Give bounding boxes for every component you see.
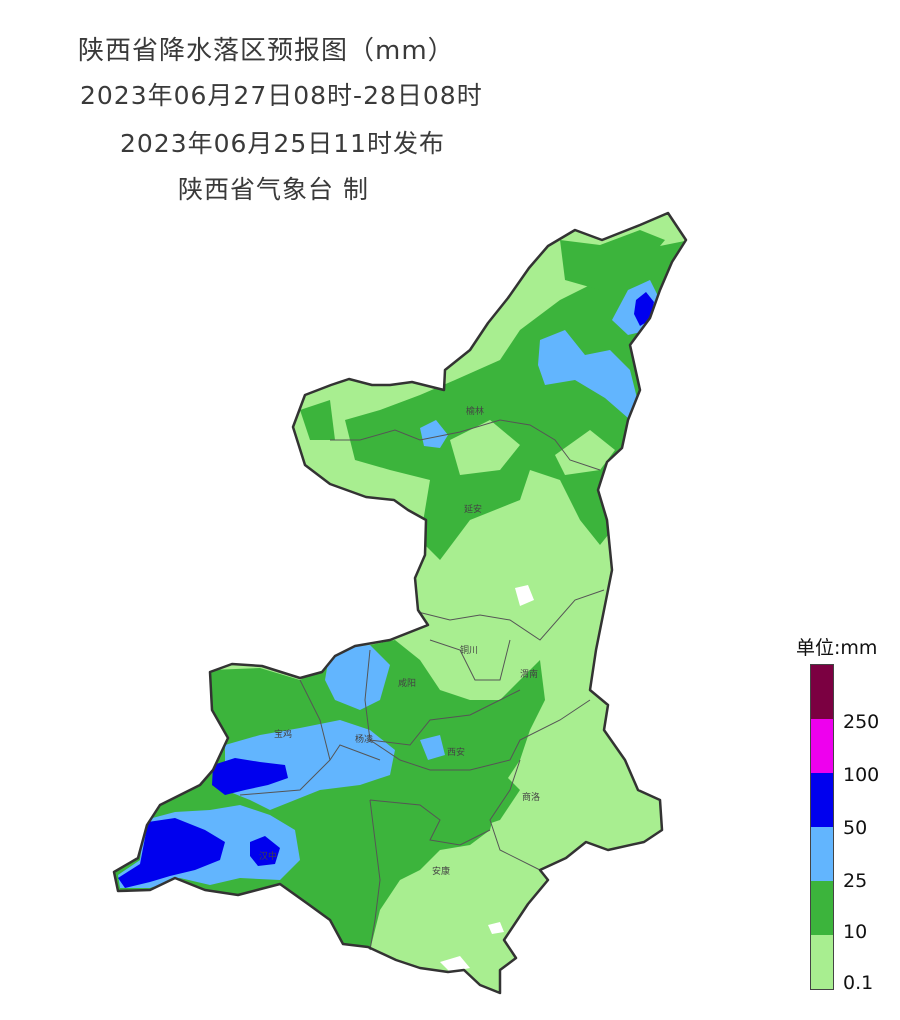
city-boundaries: [239, 419, 605, 951]
city-baoji: 宝鸡: [274, 728, 292, 740]
no-rain-patch-south: [440, 956, 470, 972]
dry-patch-center: [540, 560, 575, 630]
legend-label-250: 250: [843, 711, 880, 733]
no-rain-patch: [515, 585, 534, 606]
issuer: 陕西省气象台 制: [178, 175, 369, 204]
issue-time: 2023年06月25日11时发布: [120, 129, 446, 158]
boundary-shangluo: [489, 759, 541, 871]
boundary-yangling: [329, 744, 381, 761]
boundary-yulin-yanan: [330, 419, 601, 471]
rain-50-100-baoji: [212, 758, 288, 795]
map-title: 陕西省降水落区预报图（mm）: [78, 36, 455, 66]
legend-colorbar: [810, 664, 834, 990]
city-yangling: 杨凌: [355, 733, 373, 745]
legend-swatch-maroon: [811, 665, 833, 719]
legend-swatch-light-blue: [811, 827, 833, 881]
boundary-xian: [369, 699, 591, 771]
province-outline: [112, 211, 688, 995]
city-yulin: 榆林: [466, 405, 484, 417]
no-rain-patch-south2: [488, 922, 504, 934]
rain-50-100-hanzhong-west: [118, 818, 225, 888]
legend-label-25: 25: [843, 870, 868, 892]
legend-label-10: 10: [843, 921, 868, 943]
boundary-ankang-north: [369, 799, 491, 846]
boundary-yanan-south: [417, 589, 605, 641]
legend-label-50: 50: [843, 817, 868, 839]
rain-25-50-baoji: [225, 720, 395, 810]
boundary-tongchuan: [429, 639, 511, 681]
city-hanzhong: 汉中: [259, 850, 277, 862]
city-shangluo: 商洛: [522, 791, 540, 803]
legend-swatch-light-green: [811, 935, 833, 989]
rainfall-layer: [114, 213, 686, 993]
rain-25-50-small: [420, 420, 448, 448]
city-ankang: 安康: [432, 865, 450, 877]
legend-swatch-magenta: [811, 719, 833, 773]
legend-unit-label: 单位:mm: [796, 637, 878, 659]
legend-label-0.1: 0.1: [843, 972, 874, 994]
rain-10-25-far-north: [560, 230, 665, 290]
city-weinan: 渭南: [520, 668, 538, 680]
legend-swatch-blue: [811, 773, 833, 827]
rain-25-50-north: [538, 330, 640, 418]
boundary-hanzhong-ankang: [369, 799, 381, 951]
boundary-xianyang: [364, 649, 521, 746]
city-xian: 西安: [447, 746, 465, 758]
rain-25-50-xianyang: [325, 645, 390, 710]
dry-patch-east: [555, 430, 615, 475]
rain-50-100-hanzhong: [250, 836, 280, 866]
rain-10-25-west-yulin: [300, 400, 335, 440]
legend-swatch-green: [811, 881, 833, 935]
dry-patch-yanan: [450, 420, 520, 475]
legend-label-100: 100: [843, 764, 880, 786]
forecast-period: 2023年06月27日08时-28日08时: [80, 81, 483, 110]
city-labels: 榆林 延安 铜川 渭南 咸阳 宝鸡 杨凌 西安 商洛 汉中 安康: [259, 405, 540, 877]
city-xianyang: 咸阳: [398, 677, 416, 689]
city-yanan: 延安: [464, 503, 482, 515]
city-tongchuan: 铜川: [460, 644, 478, 656]
rain-25-50-small-xian: [420, 735, 445, 760]
